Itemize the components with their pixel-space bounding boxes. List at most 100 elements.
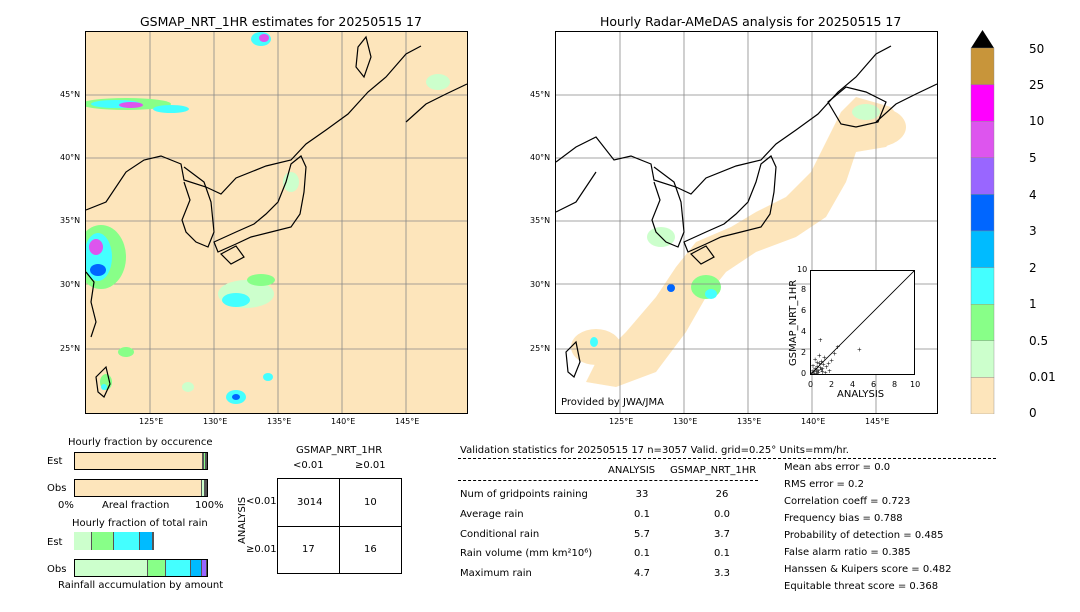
fraction-segment: [201, 480, 205, 496]
scatter-ytick-8: 8: [801, 285, 807, 294]
scatter-xtick-0: 0: [808, 380, 814, 389]
scatter-point: +: [819, 359, 824, 366]
cbar-tick-25: 25: [1029, 78, 1045, 92]
fraction-segment: [75, 453, 203, 469]
stat-row-1-gsmap: 0.0: [714, 509, 730, 520]
scatter-point: +: [820, 369, 825, 374]
right-lat-30: 30°N: [530, 280, 551, 289]
scatter-point: +: [811, 368, 816, 374]
fraction-segment: [166, 560, 192, 576]
scatter-point: +: [818, 365, 823, 372]
cbar-tick-0: 0: [1029, 406, 1037, 420]
total-bar-est: [74, 532, 208, 550]
stat-row-3-gsmap: 0.1: [714, 548, 730, 559]
scatter-xtick-10: 10: [910, 380, 921, 389]
right-lon-135: 135°E: [737, 417, 762, 426]
colorbar-segment: [970, 120, 995, 158]
left-map-title: GSMAP_NRT_1HR estimates for 20250515 17: [140, 14, 422, 29]
fraction-segment: [75, 480, 202, 496]
stat-row-2-gsmap: 3.7: [714, 529, 730, 540]
right-lon-145: 145°E: [865, 417, 890, 426]
occ-bar-obs: [74, 479, 208, 497]
cbar-tick-3: 3: [1029, 224, 1037, 238]
fraction-segment: [202, 453, 204, 469]
total-bar-obs: [74, 559, 208, 577]
colorbar-segment: [970, 230, 995, 268]
colorbar-segment: [970, 377, 995, 415]
fraction-segment: [205, 453, 207, 469]
cbar-tick-50: 50: [1029, 42, 1045, 56]
occ-axis-left: 0%: [58, 500, 74, 511]
score-3: Frequency bias = 0.788: [784, 513, 903, 524]
scatter-point: +: [819, 367, 824, 374]
left-lat-25: 25°N: [60, 344, 81, 353]
cbar-tick-10: 10: [1029, 114, 1045, 128]
total-title: Hourly fraction of total rain: [72, 518, 208, 529]
scatter-point: +: [827, 368, 832, 374]
fraction-segment: [204, 480, 206, 496]
fraction-segment: [113, 532, 140, 550]
scatter-ytick-0: 0: [801, 369, 807, 378]
scatter-point: +: [826, 361, 831, 368]
fraction-segment: [74, 532, 93, 550]
right-lat-40: 40°N: [530, 153, 551, 162]
scatter-point: +: [829, 358, 834, 365]
validation-col-gsmap: GSMAP_NRT_1HR: [670, 465, 757, 476]
right-lon-140: 140°E: [801, 417, 826, 426]
stat-row-3-label: Rain volume (mm km²10⁶): [460, 548, 593, 559]
cont-col-header: GSMAP_NRT_1HR: [296, 445, 383, 456]
cont-cell-01: 10: [364, 497, 377, 508]
scatter-inset: ++++++++++++++++++++++++++++++++: [810, 270, 915, 378]
fraction-segment: [201, 560, 207, 576]
fraction-segment: [205, 480, 207, 496]
scatter-point: +: [815, 369, 820, 374]
left-lat-30: 30°N: [60, 280, 81, 289]
scatter-plot: ++++++++++++++++++++++++++++++++: [810, 270, 915, 378]
occ-title: Hourly fraction by occurence: [68, 437, 213, 448]
validation-col-analysis: ANALYSIS: [608, 465, 656, 476]
left-map-coastlines: [85, 35, 468, 398]
scatter-point: +: [835, 344, 840, 351]
left-map-grid: [86, 32, 467, 413]
total-label-est: Est: [47, 537, 63, 548]
right-map-title: Hourly Radar-AMeDAS analysis for 2025051…: [600, 14, 902, 29]
left-lat-35: 35°N: [60, 216, 81, 225]
colorbar-segment: [970, 340, 995, 378]
stat-row-4-analysis: 4.7: [634, 568, 650, 579]
left-map: [76, 31, 468, 414]
fraction-segment: [147, 560, 167, 576]
colorbar-segment: [970, 304, 995, 342]
scatter-point: +: [813, 357, 818, 364]
cont-row-label-1: ≥0.01: [246, 544, 277, 555]
occ-label-est: Est: [47, 456, 63, 467]
scatter-xtick-8: 8: [892, 380, 898, 389]
left-map-rain: [76, 32, 450, 404]
validation-col-rule: [458, 480, 758, 481]
stat-row-2-analysis: 5.7: [634, 529, 650, 540]
stat-row-0-analysis: 33: [635, 489, 649, 500]
cbar-tick-2: 2: [1029, 261, 1037, 275]
occ-bar-est: [74, 452, 208, 470]
fraction-segment: [140, 532, 154, 550]
cont-cell-10: 17: [302, 544, 315, 555]
scatter-point: +: [814, 367, 819, 374]
colorbar-segment: [970, 84, 995, 122]
cbar-tick-1: 1: [1029, 297, 1037, 311]
scatter-ylabel: GSMAP_NRT_1HR: [788, 279, 799, 366]
scatter-point: +: [811, 370, 815, 374]
scatter-ytick-4: 4: [801, 327, 807, 336]
scatter-xtick-4: 4: [850, 380, 856, 389]
colorbar-extend-arrow: [971, 30, 994, 48]
total-label-obs: Obs: [47, 564, 67, 575]
right-map-canvas: [555, 32, 938, 413]
validation-header: Validation statistics for 20250515 17 n=…: [460, 445, 849, 456]
scatter-point: +: [815, 364, 820, 371]
scatter-point: +: [832, 350, 837, 357]
scatter-point: +: [821, 362, 826, 369]
score-4: Probability of detection = 0.485: [784, 530, 944, 541]
cont-row-label-0: <0.01: [246, 496, 277, 507]
occ-axis-mid: Areal fraction: [102, 500, 170, 511]
scatter-point: +: [813, 366, 818, 373]
right-lat-25: 25°N: [530, 344, 551, 353]
cbar-tick-5: 5: [1029, 151, 1037, 165]
